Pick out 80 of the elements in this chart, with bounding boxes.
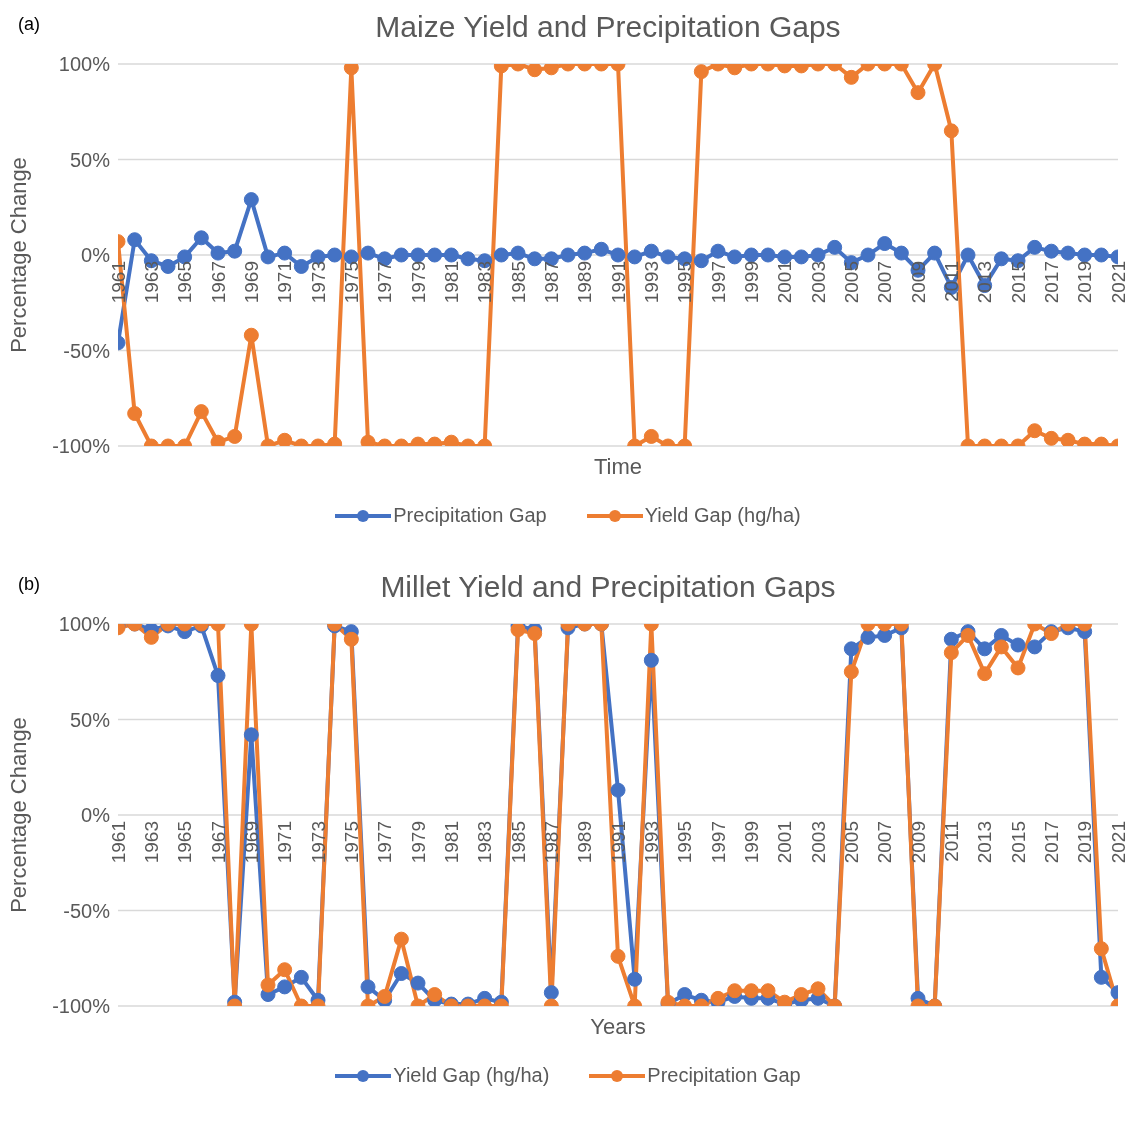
x-tick-label: 2021 — [1107, 261, 1129, 304]
y-axis-title: Percentage Change — [5, 717, 31, 913]
y-tick-label: -100% — [52, 435, 111, 458]
x-tick-label: 1981 — [440, 261, 462, 304]
x-tick-label: 1997 — [707, 821, 729, 864]
legend-label: Precipitation Gap — [647, 1064, 801, 1087]
x-tick-label: 1991 — [607, 261, 629, 304]
x-tick-label: 1971 — [274, 261, 296, 304]
x-tick-label: 1987 — [540, 261, 562, 304]
x-tick-label: 1993 — [640, 261, 662, 304]
x-tick-label: 2007 — [874, 821, 896, 864]
x-tick-label: 2007 — [874, 261, 896, 304]
x-tick-label: 2009 — [907, 261, 929, 304]
x-tick-label: 2013 — [974, 261, 996, 304]
x-tick-label: 1967 — [207, 821, 229, 864]
x-tick-label: 2013 — [974, 821, 996, 864]
legend-label: Precipitation Gap — [393, 504, 547, 527]
x-tick-label: 2003 — [807, 821, 829, 864]
x-tick-label: 1995 — [674, 261, 696, 304]
x-tick-label: 1971 — [274, 821, 296, 864]
x-tick-label: 1985 — [507, 261, 529, 304]
x-tick-label: 2019 — [1074, 821, 1096, 864]
x-tick-label: 1983 — [474, 821, 496, 864]
x-tick-label: 2015 — [1007, 261, 1029, 304]
x-tick-label: 1999 — [740, 261, 762, 304]
x-tick-label: 2011 — [940, 821, 962, 862]
x-tick-label: 1977 — [374, 261, 396, 304]
y-axis-title: Percentage Change — [5, 157, 31, 353]
x-tick-label: 1973 — [307, 821, 329, 864]
x-tick-label: 1997 — [707, 261, 729, 304]
y-tick-label: 50% — [69, 148, 111, 171]
x-tick-label: 1967 — [207, 261, 229, 304]
x-tick-label: 2001 — [774, 261, 796, 304]
y-tick-label: 100% — [58, 53, 111, 76]
x-tick-label: 2003 — [807, 261, 829, 304]
chart-title: Millet Yield and Precipitation Gaps — [379, 569, 837, 605]
x-tick-label: 1987 — [540, 821, 562, 864]
x-tick-label: 1989 — [574, 821, 596, 864]
x-tick-label: 2019 — [1074, 261, 1096, 304]
x-tick-label: 1983 — [474, 261, 496, 304]
x-axis-title: Time — [593, 454, 643, 479]
x-tick-label: 2009 — [907, 821, 929, 864]
x-tick-label: 1975 — [340, 821, 362, 864]
x-tick-label: 1993 — [640, 821, 662, 864]
chart-title: Maize Yield and Precipitation Gaps — [374, 9, 842, 45]
x-tick-label: 1979 — [407, 261, 429, 304]
x-tick-label: 2021 — [1107, 821, 1129, 864]
x-tick-label: 1969 — [240, 261, 262, 304]
x-tick-label: 1999 — [740, 821, 762, 864]
x-tick-label: 2005 — [840, 821, 862, 864]
x-tick-label: 2011 — [940, 261, 962, 302]
text: (b) — [18, 574, 40, 595]
x-tick-label: 1985 — [507, 821, 529, 864]
legend-label: Yield Gap (hg/ha) — [393, 1064, 550, 1087]
y-tick-label: -50% — [63, 339, 111, 362]
x-tick-label: 1969 — [240, 821, 262, 864]
x-tick-label: 2001 — [774, 821, 796, 864]
x-tick-label: 1989 — [574, 261, 596, 304]
x-tick-label: 1973 — [307, 261, 329, 304]
x-axis-title: Years — [590, 1014, 646, 1039]
x-tick-label: 1965 — [174, 261, 196, 304]
y-tick-label: -100% — [52, 995, 111, 1018]
x-tick-label: 2017 — [1040, 821, 1062, 864]
x-tick-label: 1979 — [407, 821, 429, 864]
y-tick-label: 50% — [69, 708, 111, 731]
x-tick-label: 1977 — [374, 821, 396, 864]
legend-label: Yield Gap (hg/ha) — [644, 504, 801, 527]
x-tick-label: 1991 — [607, 821, 629, 864]
x-tick-label: 1981 — [440, 821, 462, 864]
x-tick-label: 1963 — [140, 261, 162, 304]
x-tick-label: 1963 — [140, 821, 162, 864]
x-tick-label: 1995 — [674, 821, 696, 864]
x-tick-label: 2015 — [1007, 821, 1029, 864]
y-tick-label: -50% — [63, 899, 111, 922]
text: (a) — [18, 14, 40, 35]
x-tick-label: 2017 — [1040, 261, 1062, 304]
y-tick-label: 100% — [58, 613, 111, 636]
x-tick-label: 2005 — [840, 261, 862, 304]
x-tick-label: 1975 — [340, 261, 362, 304]
x-tick-label: 1965 — [174, 821, 196, 864]
